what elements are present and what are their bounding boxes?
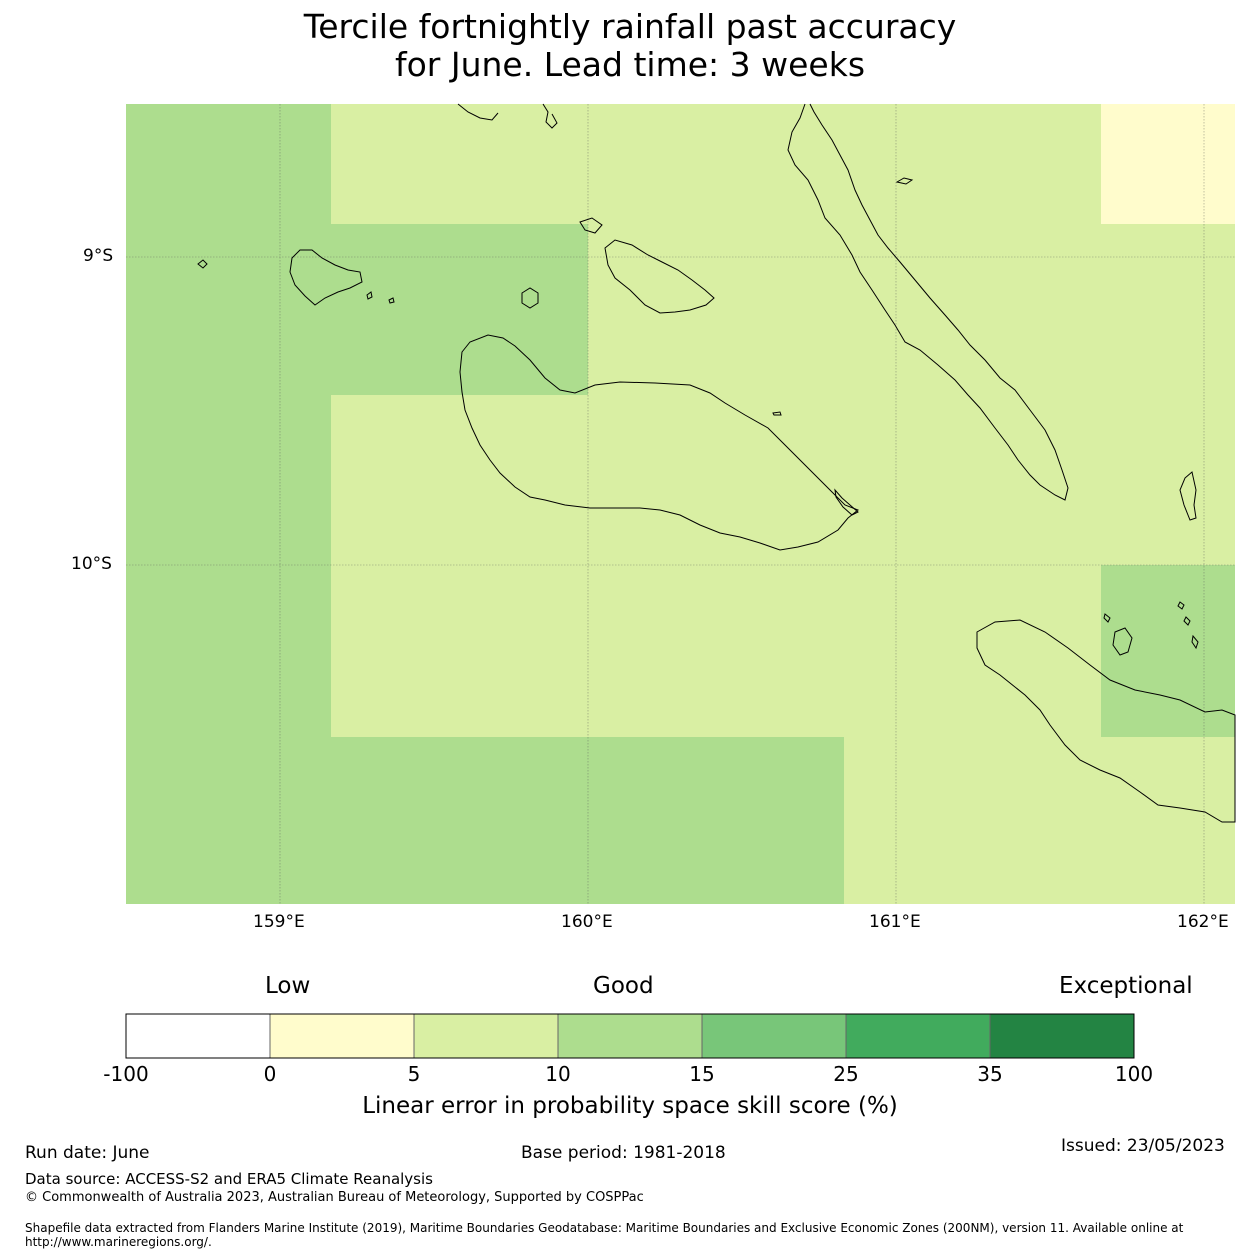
skill-cell-top-right	[1101, 104, 1235, 224]
colorbar-tick: 35	[977, 1062, 1003, 1086]
colorbar-word-exceptional: Exceptional	[1059, 973, 1193, 999]
coastline-florida-islands	[604, 239, 715, 314]
coastline-guadalcanal	[459, 334, 859, 551]
skill-cell-left-strip	[126, 104, 331, 904]
colorbar-frame	[125, 1013, 1135, 1059]
coastline-russell-islands	[289, 249, 363, 306]
coastline-islet-west	[197, 259, 208, 269]
coastline-florida-north	[579, 217, 603, 234]
lat-tick-10s: 10°S	[71, 554, 112, 574]
coastline-islet-5	[1103, 613, 1111, 623]
colorbar-word-good: Good	[593, 973, 654, 999]
coastline-islet-6	[1177, 601, 1185, 610]
colorbar-tick: 25	[833, 1062, 859, 1086]
lat-tick-9s: 9°S	[83, 246, 114, 266]
coastline-gela-small	[895, 177, 914, 185]
coastline-islet-1	[388, 297, 395, 304]
colorbar-tick: 0	[263, 1062, 277, 1086]
coastline-islet-7	[1183, 616, 1191, 626]
colorbar-bin-minus100-0	[125, 1013, 271, 1059]
map-panel	[126, 103, 1236, 904]
skill-cell-right	[1101, 565, 1235, 737]
colorbar-bin-10-15	[557, 1013, 703, 1059]
skill-cell-lower	[331, 737, 844, 904]
skill-cell-central	[331, 224, 588, 395]
lon-tick-162e: 162°E	[1177, 912, 1229, 932]
colorbar-tick: -100	[103, 1062, 149, 1086]
coastline-islet-4	[834, 488, 859, 516]
coastline-savo-island	[521, 287, 539, 309]
coastline-malaita-fragment	[1179, 471, 1197, 521]
coastline-new-georgia-east	[457, 103, 499, 121]
map-title-line-1: Tercile fortnightly rainfall past accura…	[303, 7, 957, 46]
data-source: Data source: ACCESS-S2 and ERA5 Climate …	[25, 1170, 433, 1188]
map-title-line-2: for June. Lead time: 3 weeks	[394, 45, 866, 84]
coastline-ugi-island	[1112, 627, 1133, 656]
coastlines	[197, 103, 1236, 823]
colorbar	[125, 1013, 1135, 1059]
colorbar-bin-5-10	[413, 1013, 559, 1059]
colorbar-word-low: Low	[265, 973, 311, 999]
colorbar-bin-15-25	[701, 1013, 847, 1059]
colorbar-label: Linear error in probability space skill …	[362, 1093, 898, 1119]
colorbar-bin-0-5	[269, 1013, 415, 1059]
colorbar-bin-35-100	[989, 1013, 1135, 1059]
colorbar-tick: 10	[545, 1062, 571, 1086]
shapefile-attribution: Shapefile data extracted from Flanders M…	[25, 1221, 1184, 1249]
coastline-santa-isabel	[787, 103, 1069, 501]
lon-tick-159e: 159°E	[253, 912, 305, 932]
coastline-islet-2	[366, 291, 373, 300]
colorbar-tick: 100	[1114, 1062, 1154, 1086]
coastline-islet-3	[772, 411, 782, 416]
base-period: Base period: 1981-2018	[521, 1143, 726, 1163]
lon-tick-161e: 161°E	[869, 912, 921, 932]
run-date: Run date: June	[25, 1143, 150, 1163]
colorbar-bin-25-35	[845, 1013, 991, 1059]
coastline-makira	[976, 619, 1236, 823]
gridlines	[126, 104, 1235, 904]
lon-tick-160e: 160°E	[561, 912, 613, 932]
colorbar-tick: 5	[407, 1062, 421, 1086]
issued-date: Issued: 23/05/2023	[1061, 1136, 1225, 1156]
coastline-islet-8	[1191, 634, 1199, 650]
colorbar-tick: 15	[689, 1062, 715, 1086]
copyright: © Commonwealth of Australia 2023, Austra…	[25, 1190, 644, 1205]
coastline-islets-north	[542, 103, 558, 129]
